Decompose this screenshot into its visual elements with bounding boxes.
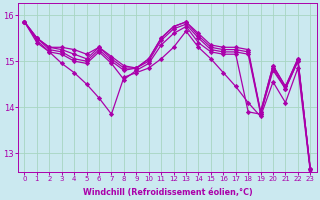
X-axis label: Windchill (Refroidissement éolien,°C): Windchill (Refroidissement éolien,°C) bbox=[83, 188, 252, 197]
